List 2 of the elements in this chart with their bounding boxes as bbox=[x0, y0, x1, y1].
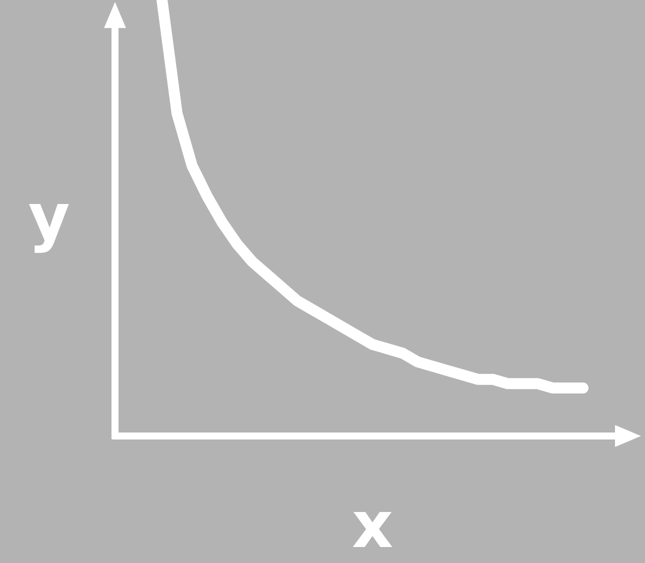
y-axis-title: y bbox=[28, 181, 70, 255]
x-axis-title: x bbox=[352, 489, 394, 563]
